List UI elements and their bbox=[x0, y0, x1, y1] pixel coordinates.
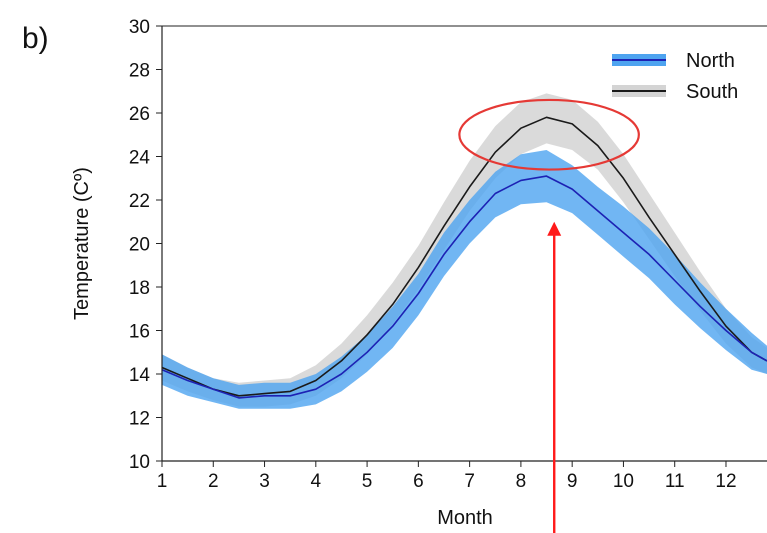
north-line bbox=[162, 175, 767, 399]
x-tick-label: 2 bbox=[208, 471, 219, 492]
x-tick-label: 12 bbox=[715, 471, 736, 492]
y-axis-label: Temperature (Cº) bbox=[71, 167, 93, 320]
y-tick-label: 28 bbox=[129, 61, 150, 82]
south-legend-label: South bbox=[686, 81, 738, 103]
y-tick-label: 20 bbox=[129, 235, 150, 256]
y-tick-label: 30 bbox=[129, 17, 150, 38]
legend: North South bbox=[612, 50, 738, 103]
y-tick-label: 18 bbox=[129, 278, 150, 299]
y-tick-label: 10 bbox=[129, 452, 150, 473]
annotations bbox=[458, 98, 640, 533]
x-tick-label: 1 bbox=[157, 471, 168, 492]
x-tick-label: 8 bbox=[516, 471, 527, 492]
x-axis-ticks: 1 2 3 4 5 6 7 8 9 10 11 12 bbox=[157, 461, 737, 492]
south-band bbox=[162, 93, 767, 407]
confidence-bands bbox=[162, 93, 767, 409]
y-tick-label: 26 bbox=[129, 104, 150, 125]
y-tick-label: 22 bbox=[129, 191, 150, 212]
series-lines bbox=[162, 116, 767, 399]
x-tick-label: 10 bbox=[613, 471, 634, 492]
south-line bbox=[162, 116, 767, 397]
x-tick-label: 7 bbox=[464, 471, 475, 492]
y-tick-label: 12 bbox=[129, 409, 150, 430]
y-tick-label: 14 bbox=[129, 365, 151, 386]
y-tick-label: 24 bbox=[129, 148, 151, 169]
x-tick-label: 4 bbox=[311, 471, 322, 492]
x-tick-label: 5 bbox=[362, 471, 373, 492]
north-legend-label: North bbox=[686, 50, 735, 72]
y-tick-label: 16 bbox=[129, 322, 150, 343]
y-axis-ticks: 10 12 14 16 18 20 22 24 26 28 30 bbox=[129, 17, 162, 473]
north-band bbox=[162, 150, 767, 409]
x-tick-label: 11 bbox=[665, 471, 685, 492]
arrow-head bbox=[547, 221, 562, 236]
x-tick-label: 6 bbox=[413, 471, 424, 492]
x-tick-label: 3 bbox=[259, 471, 270, 492]
x-axis-label: Month bbox=[437, 507, 493, 529]
peak-highlight-ellipse bbox=[458, 98, 640, 171]
panel-label: b) bbox=[22, 22, 49, 55]
x-tick-label: 9 bbox=[567, 471, 578, 492]
